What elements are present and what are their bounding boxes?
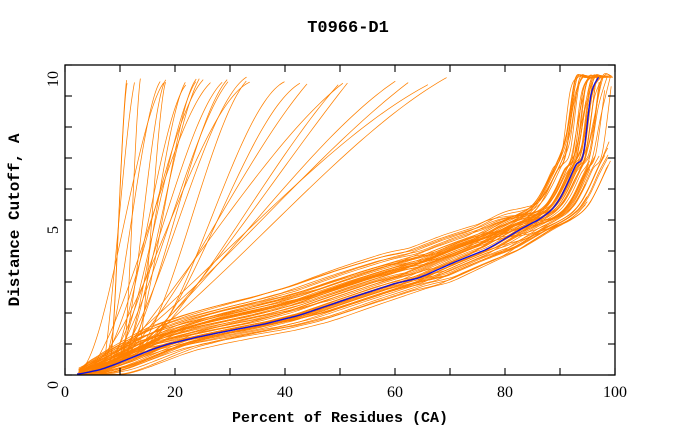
svg-text:100: 100 [603, 384, 627, 401]
svg-text:10: 10 [45, 71, 62, 87]
svg-text:0: 0 [45, 381, 62, 389]
svg-text:Percent of Residues (CA): Percent of Residues (CA) [232, 410, 448, 427]
svg-text:40: 40 [277, 384, 293, 401]
svg-text:0: 0 [61, 384, 69, 401]
svg-text:20: 20 [167, 384, 183, 401]
svg-text:60: 60 [387, 384, 403, 401]
svg-text:5: 5 [45, 226, 62, 234]
svg-text:T0966-D1: T0966-D1 [307, 19, 389, 38]
svg-text:Distance Cutoff, A: Distance Cutoff, A [6, 133, 24, 306]
svg-text:80: 80 [497, 384, 513, 401]
